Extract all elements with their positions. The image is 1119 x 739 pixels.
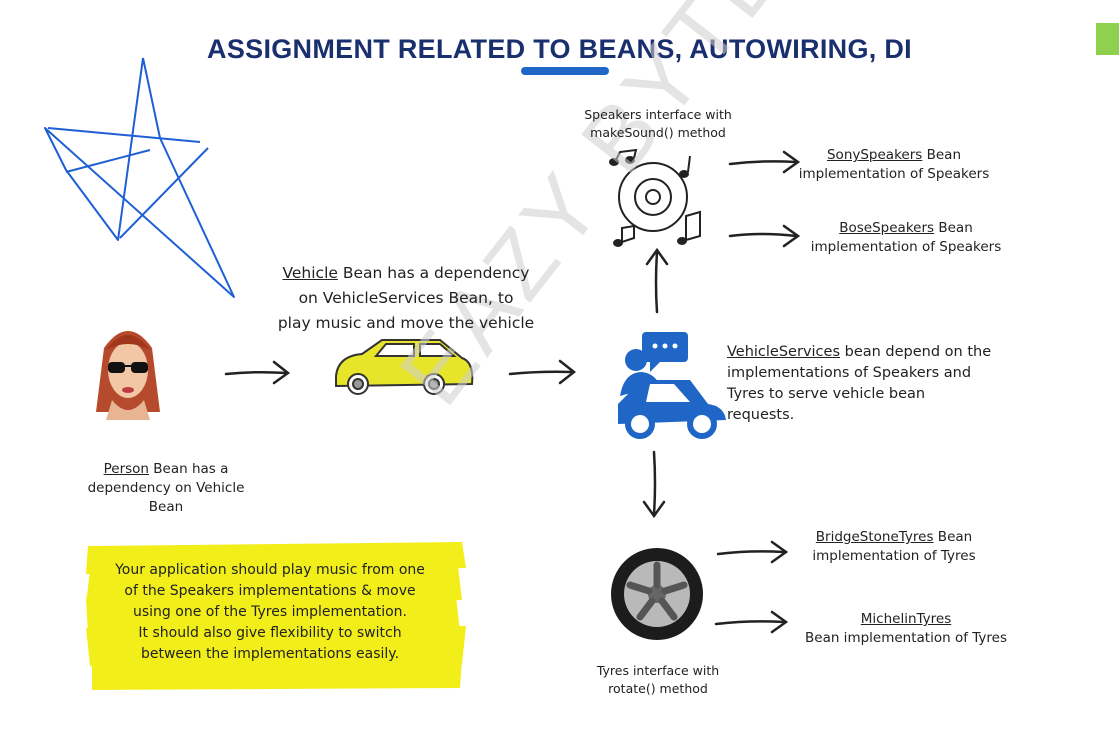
arrow-to-michelin-tyres bbox=[714, 610, 789, 634]
michelin-tyres-desc: Bean implementation of Tyres bbox=[805, 630, 1007, 646]
michelin-tyres-label: MichelinTyres Bean implementation of Tyr… bbox=[796, 610, 1016, 648]
speakers-interface-label: Speakers interface with makeSound() meth… bbox=[560, 106, 756, 142]
vehicle-car bbox=[335, 339, 474, 395]
person-desc-line1: Bean has a bbox=[148, 461, 229, 477]
vehicle-services-desc-line1: bean depend on the bbox=[840, 344, 992, 360]
vehicle-services-desc-line2: implementations of Speakers and bbox=[727, 365, 972, 381]
vehicle-bean-name: Vehicle bbox=[282, 264, 338, 282]
vehicle-desc-line1: Bean has a dependency bbox=[337, 264, 530, 282]
task-line1: Your application should play music from … bbox=[115, 562, 425, 578]
vehicle-services-desc-line4: requests. bbox=[727, 407, 795, 423]
bridgestone-tyres-desc: implementation of Tyres bbox=[812, 548, 976, 564]
task-line2: of the Speakers implementations & move bbox=[124, 583, 416, 599]
michelin-tyres-name: MichelinTyres bbox=[860, 611, 952, 627]
arrow-vehicle-to-services bbox=[508, 359, 577, 385]
sony-speakers-desc: implementation of Speakers bbox=[798, 166, 990, 182]
task-line3: using one of the Tyres implementation. bbox=[133, 604, 407, 620]
sony-speakers-suffix: Bean bbox=[922, 147, 961, 163]
tyres-interface-line2: rotate() method bbox=[608, 681, 708, 696]
tyre-icon bbox=[611, 548, 703, 640]
person-desc-line3: Bean bbox=[148, 499, 184, 515]
vehicle-description: Vehicle Bean has a dependency on Vehicle… bbox=[258, 261, 554, 336]
tyres-interface-label: Tyres interface with rotate() method bbox=[568, 662, 748, 698]
arrow-to-sony-speakers bbox=[728, 150, 801, 174]
task-line5: between the implementations easily. bbox=[140, 646, 400, 662]
speakers-interface-line1: Speakers interface with bbox=[584, 107, 732, 122]
speakers-interface-line2: makeSound() method bbox=[590, 125, 726, 140]
vehicle-services-icon bbox=[618, 332, 726, 439]
task-description: Your application should play music from … bbox=[90, 560, 450, 665]
arrow-services-to-tyres bbox=[642, 450, 666, 519]
person-avatar bbox=[96, 331, 160, 420]
vehicle-services-description: VehicleServices bean depend on the imple… bbox=[727, 342, 1017, 426]
person-description: Person Bean has a dependency on Vehicle … bbox=[80, 460, 252, 517]
speaker-icon bbox=[609, 148, 701, 247]
bose-speakers-label: BoseSpeakers Bean implementation of Spea… bbox=[808, 219, 1004, 257]
title-underline bbox=[521, 67, 609, 75]
bridgestone-tyres-label: BridgeStoneTyres Bean implementation of … bbox=[796, 528, 992, 566]
vehicle-desc-line2: on VehicleServices Bean, to bbox=[298, 289, 514, 307]
vehicle-desc-line3: play music and move the vehicle bbox=[277, 314, 535, 332]
star-scribble bbox=[44, 57, 235, 298]
arrow-to-bose-speakers bbox=[728, 224, 801, 248]
bridgestone-tyres-suffix: Bean bbox=[933, 529, 973, 545]
vehicle-services-desc-line3: Tyres to serve vehicle bean bbox=[727, 386, 926, 402]
arrow-services-to-speakers bbox=[645, 247, 669, 314]
arrow-to-bridgestone-tyres bbox=[716, 540, 789, 564]
bridgestone-tyres-name: BridgeStoneTyres bbox=[815, 529, 934, 545]
page-title: ASSIGNMENT RELATED TO BEANS, AUTOWIRING,… bbox=[207, 34, 912, 64]
bose-speakers-name: BoseSpeakers bbox=[839, 220, 935, 236]
bose-speakers-suffix: Bean bbox=[934, 220, 973, 236]
person-desc-line2: dependency on Vehicle bbox=[87, 480, 245, 496]
person-bean-name: Person bbox=[103, 461, 149, 477]
sony-speakers-name: SonySpeakers bbox=[826, 147, 923, 163]
corner-tab bbox=[1096, 23, 1119, 55]
vehicle-services-bean-name: VehicleServices bbox=[727, 344, 840, 360]
sony-speakers-label: SonySpeakers Bean implementation of Spea… bbox=[796, 146, 992, 184]
tyres-interface-line1: Tyres interface with bbox=[596, 663, 720, 678]
arrow-person-to-vehicle bbox=[224, 360, 291, 385]
highlight-block bbox=[86, 542, 466, 690]
task-line4: It should also give flexibility to switc… bbox=[138, 625, 402, 641]
bose-speakers-desc: implementation of Speakers bbox=[810, 239, 1002, 255]
